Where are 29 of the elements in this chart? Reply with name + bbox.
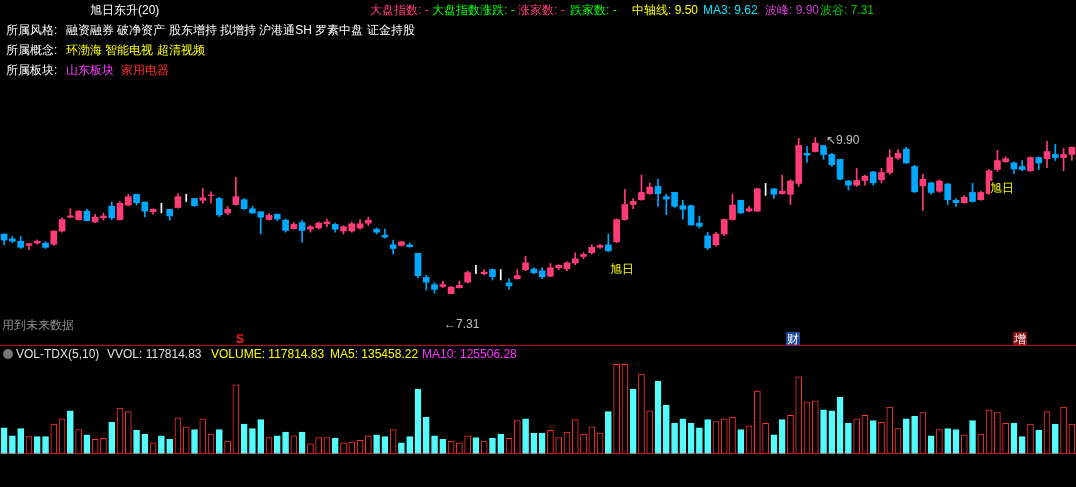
text: 所属概念: <box>6 43 58 57</box>
text: 增 <box>1013 332 1027 346</box>
text: 中轴线: 9.50 <box>632 3 699 17</box>
text: 所属风格: <box>6 23 58 37</box>
text: 波谷: 7.31 <box>820 3 875 17</box>
text: ←7.31 <box>444 317 480 331</box>
text: VOLUME: 117814.83 <box>211 347 325 361</box>
text: 环渤海 智能电视 超清视频 <box>66 43 205 57</box>
text: 所属板块: <box>6 63 58 77</box>
annotation: 旭日 <box>990 181 1014 195</box>
text: 融资融券 破净资产 股东增持 拟增持 沪港通SH 罗素中盘 证金持股 <box>66 23 415 37</box>
text: 大盘指数: - <box>370 3 429 17</box>
chart-title: VOL-TDX(5,10) <box>16 347 100 361</box>
annotation: 旭日 <box>610 262 634 276</box>
text: MA3: 9.62 <box>703 3 758 17</box>
text: 大盘指数涨跌: - <box>432 3 515 17</box>
text: MA10: 125506.28 <box>422 347 517 361</box>
text: 用到未来数据 <box>2 318 74 332</box>
text: 山东板块 <box>66 63 114 77</box>
text: S <box>236 332 245 346</box>
text: 涨家数: - <box>518 3 565 17</box>
chart-title: 旭日东升(20) <box>90 3 160 17</box>
text: 波峰: 9.90 <box>765 3 820 17</box>
text: 家用电器 <box>121 63 169 77</box>
text: VVOL: 117814.83 <box>107 347 202 361</box>
text: MA5: 135458.22 <box>330 347 419 361</box>
text: 财 <box>786 332 800 346</box>
annotation: ↖9.90 <box>826 133 860 147</box>
text: 跌家数: - <box>570 3 617 17</box>
